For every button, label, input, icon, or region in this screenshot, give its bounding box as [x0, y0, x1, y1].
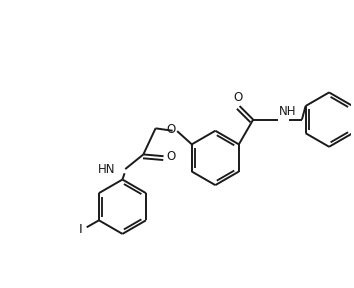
Text: NH: NH [279, 105, 296, 118]
Text: HN: HN [98, 163, 115, 176]
Text: O: O [166, 150, 176, 163]
Text: O: O [166, 123, 176, 136]
Text: I: I [79, 223, 83, 236]
Text: O: O [234, 91, 243, 104]
